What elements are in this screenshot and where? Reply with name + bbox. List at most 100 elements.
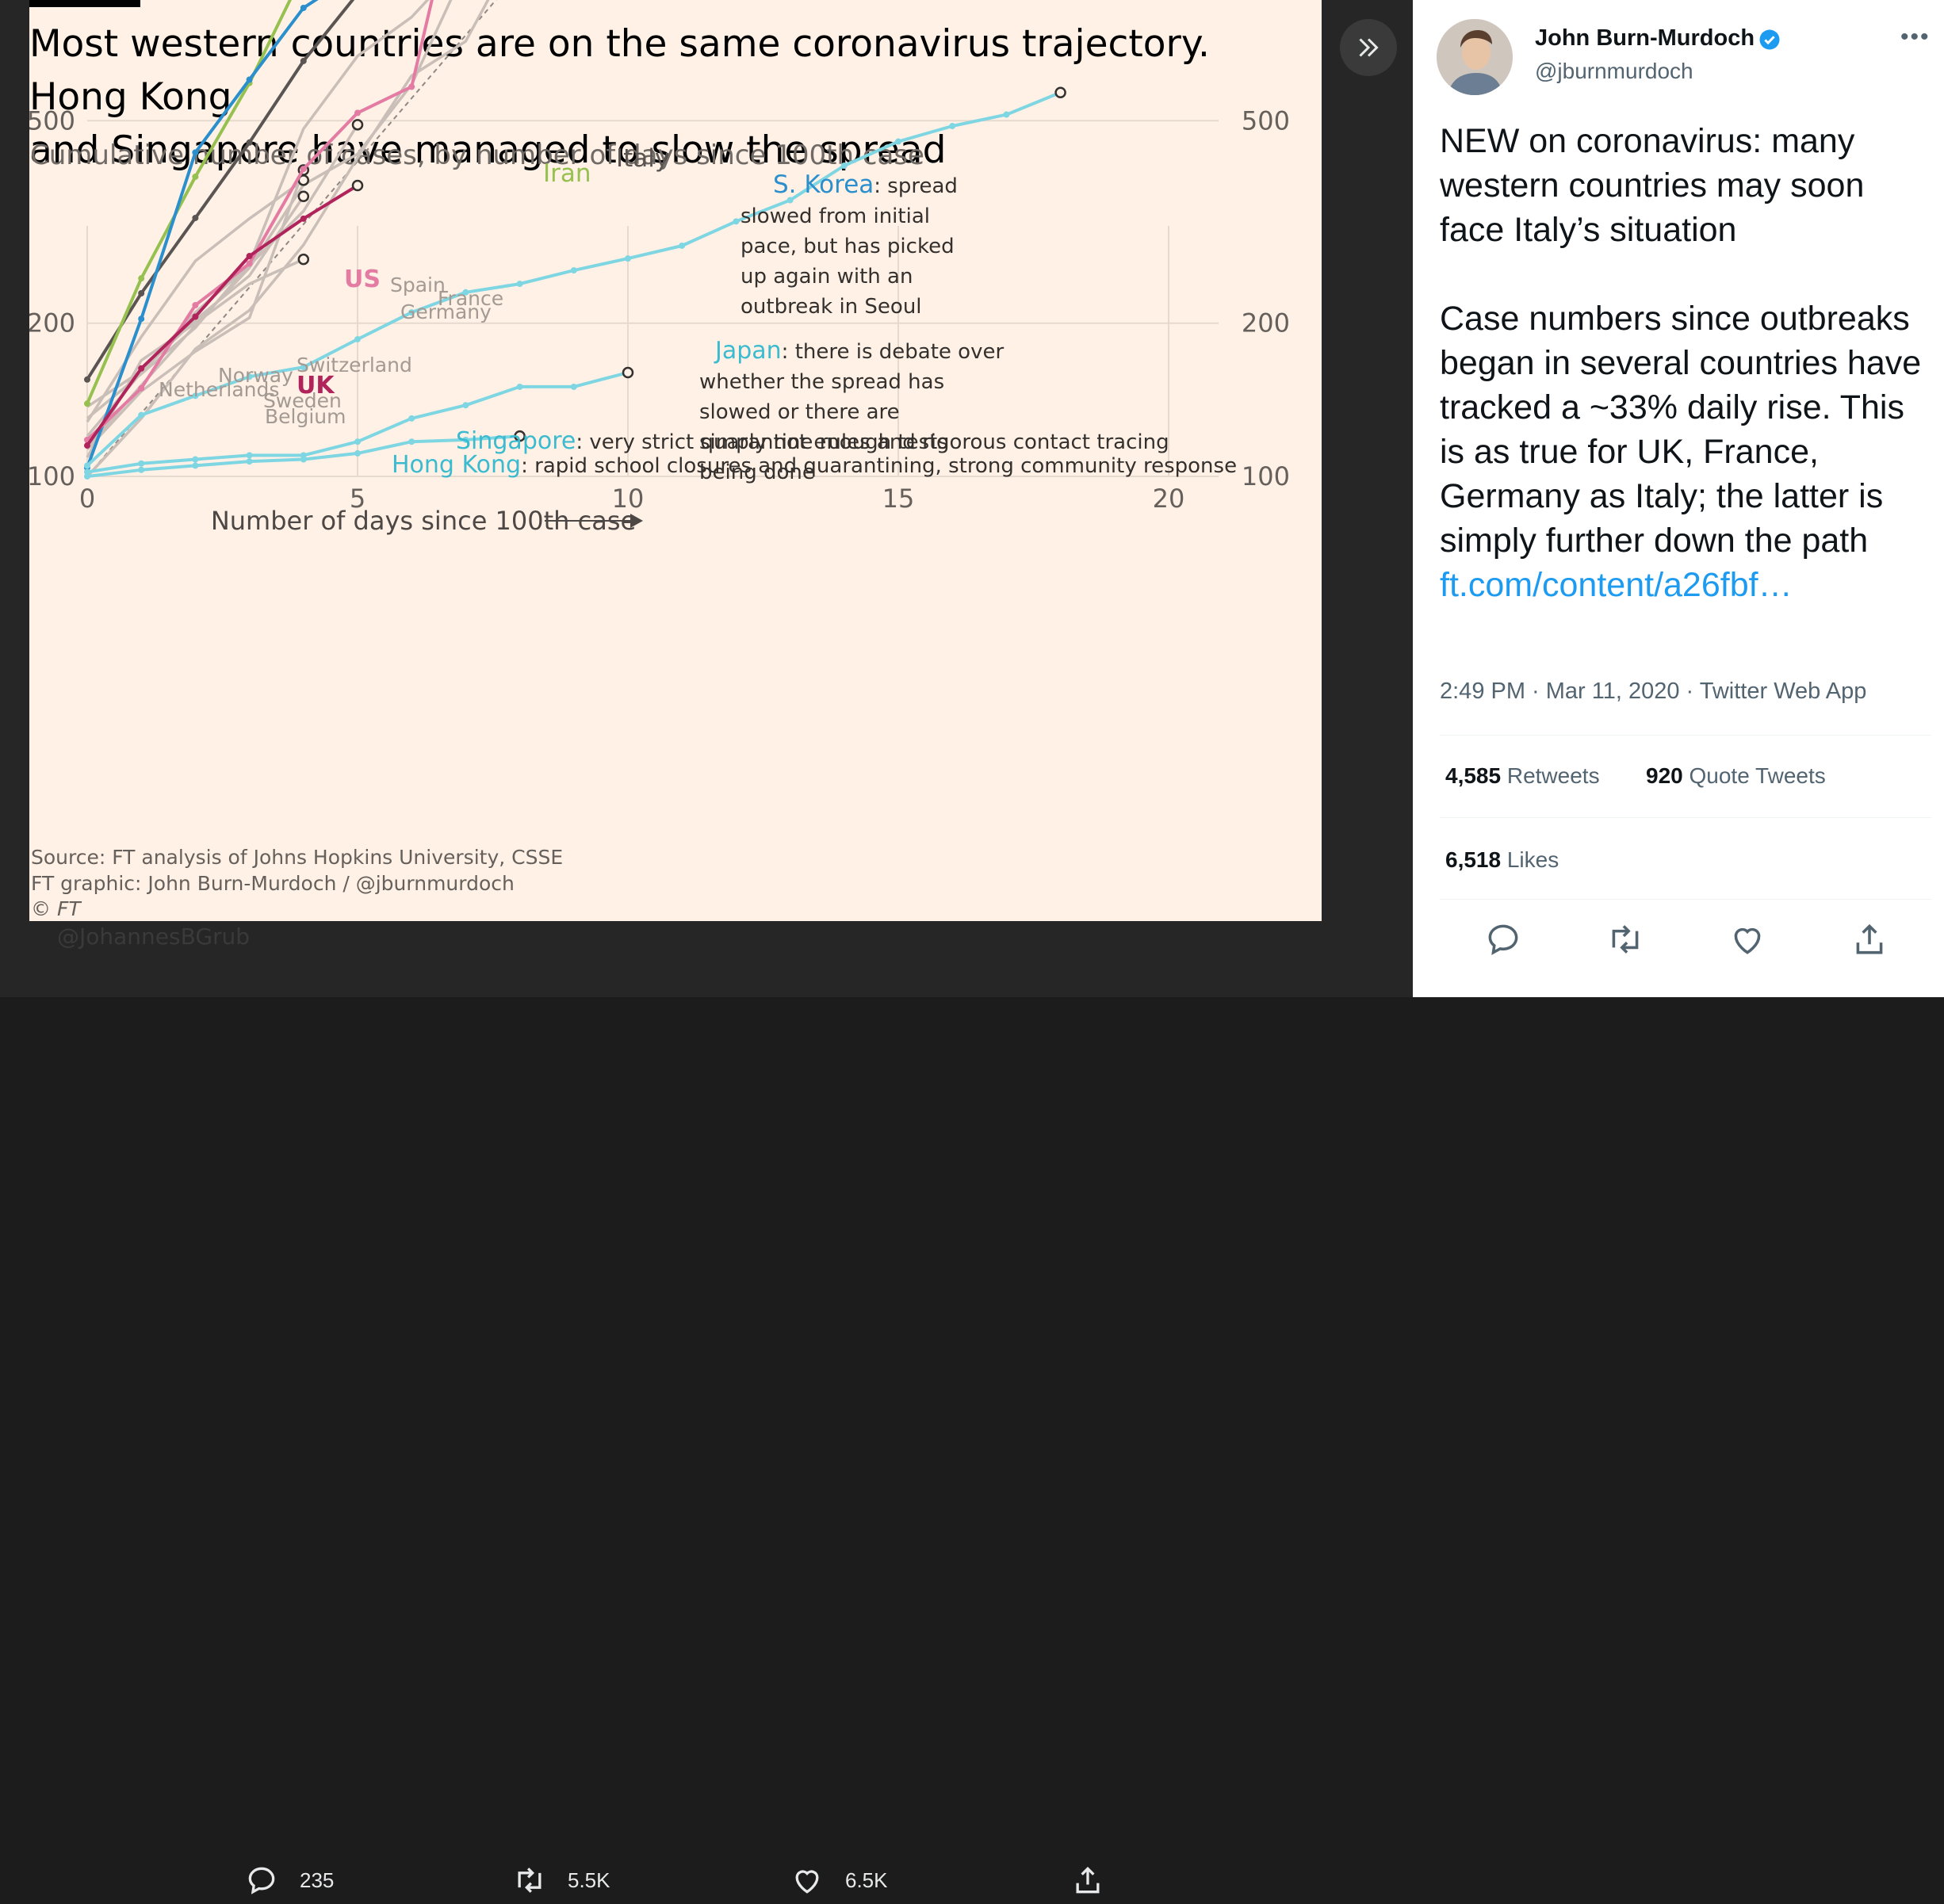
data-point xyxy=(300,215,307,222)
data-point xyxy=(192,173,199,180)
quote-tweets-stat[interactable]: 920 Quote Tweets xyxy=(1646,763,1826,789)
data-point xyxy=(84,442,90,449)
tweet-detail-panel: John Burn-Murdoch @jburnmurdoch ••• NEW … xyxy=(1413,0,1944,997)
series-end-marker xyxy=(297,253,310,266)
retweets-count: 4,585 xyxy=(1445,763,1502,788)
series-line-norway xyxy=(86,169,305,451)
data-point xyxy=(408,438,415,445)
data-point xyxy=(516,383,523,390)
data-point xyxy=(840,162,848,169)
data-point xyxy=(300,57,307,64)
like-action[interactable]: 6.5K xyxy=(790,1856,888,1904)
series-label-germany: Germany xyxy=(400,300,492,323)
series-label-belgium: Belgium xyxy=(265,405,346,428)
chart-image: Most western countries are on the same c… xyxy=(29,0,1322,921)
data-point xyxy=(192,149,199,156)
data-point xyxy=(949,123,956,130)
author-handle[interactable]: @jburnmurdoch xyxy=(1535,59,1693,83)
data-point xyxy=(138,460,145,467)
series-line-uk xyxy=(86,184,359,447)
data-point xyxy=(246,139,253,146)
chart-source: Source: FT analysis of Johns Hopkins Uni… xyxy=(31,846,564,869)
divider xyxy=(1440,899,1931,900)
data-point xyxy=(354,109,361,117)
series-line-sweden xyxy=(86,195,305,408)
data-point xyxy=(462,402,469,409)
double-chevron-right-icon xyxy=(1359,38,1379,57)
chart-title-line1: Most western countries are on the same c… xyxy=(29,22,1210,119)
share-icon xyxy=(1076,1866,1100,1894)
data-point xyxy=(138,275,145,282)
data-point xyxy=(679,242,686,249)
reply-action[interactable]: 235 xyxy=(244,1856,334,1904)
data-point xyxy=(354,335,361,342)
series-label-netherlands: Netherlands xyxy=(159,378,279,401)
backdrop-handle: @JohannesBGrub xyxy=(57,923,251,950)
series-end-marker xyxy=(514,430,526,442)
ft-top-bar xyxy=(29,0,140,7)
data-point xyxy=(462,289,469,296)
x-tick-label: 15 xyxy=(882,484,915,514)
series-end-marker xyxy=(1054,86,1066,98)
series-label-iran: Iran xyxy=(543,159,591,188)
chart-credit: FT graphic: John Burn-Murdoch / @jburnmu… xyxy=(31,872,515,895)
series-line-iran xyxy=(86,0,293,404)
x-tick-label: 0 xyxy=(79,484,95,514)
verified-badge-icon xyxy=(1759,29,1780,50)
data-point xyxy=(138,466,145,473)
y-tick-label-left: 100 xyxy=(29,461,75,491)
data-point xyxy=(192,456,199,463)
retweets-label: Retweets xyxy=(1506,763,1600,788)
expand-panel-button[interactable] xyxy=(1340,19,1397,76)
tweet-body: NEW on coronavirus: many western countri… xyxy=(1440,119,1931,607)
retweet-icon xyxy=(518,1868,541,1893)
author-name[interactable]: John Burn-Murdoch xyxy=(1535,25,1755,51)
share-action[interactable] xyxy=(1070,1856,1126,1904)
chart-title-line2: and Singapore have managed to slow the s… xyxy=(29,128,947,172)
avatar[interactable] xyxy=(1437,19,1513,95)
retweet-count: 5.5K xyxy=(568,1868,610,1892)
data-point xyxy=(138,315,145,323)
data-point xyxy=(84,473,90,480)
retweet-action[interactable]: 5.5K xyxy=(512,1856,610,1904)
heart-icon[interactable] xyxy=(1728,920,1767,959)
reply-icon[interactable] xyxy=(1483,920,1523,959)
x-tick-label: 5 xyxy=(350,484,365,514)
tweet-timestamp[interactable]: 2:49 PM · Mar 11, 2020 · Twitter Web App xyxy=(1440,679,1867,704)
likes-stat[interactable]: 6,518 Likes xyxy=(1445,847,1559,873)
series-label-sweden: Sweden xyxy=(263,389,342,412)
data-point xyxy=(192,313,199,320)
y-tick-label-right: 500 xyxy=(1242,105,1290,136)
series-end-marker xyxy=(297,190,310,203)
article-link[interactable]: ft.com/content/a26fbf… xyxy=(1440,566,1793,604)
share-icon[interactable] xyxy=(1850,920,1889,959)
x-tick-label: 20 xyxy=(1153,484,1185,514)
data-point xyxy=(300,166,307,173)
series-line-italy xyxy=(86,0,355,380)
data-point xyxy=(138,411,145,419)
chart-subtitle: Cumulative number of cases, by number of… xyxy=(30,140,924,171)
retweet-icon[interactable] xyxy=(1605,920,1645,959)
retweets-stat[interactable]: 4,585 Retweets xyxy=(1445,763,1600,789)
data-point xyxy=(408,415,415,422)
like-count: 6.5K xyxy=(845,1868,888,1892)
avatar-portrait-icon xyxy=(1437,19,1513,95)
x-axis-arrow-head xyxy=(630,514,643,528)
likes-label: Likes xyxy=(1506,847,1559,872)
tweet-paragraph-1: NEW on coronavirus: many western countri… xyxy=(1440,122,1865,249)
data-point xyxy=(246,253,253,260)
data-point xyxy=(246,458,253,465)
series-label-japan: Japan: there is debate over xyxy=(714,337,1004,365)
more-options-icon[interactable]: ••• xyxy=(1900,24,1931,50)
y-tick-label-right: 100 xyxy=(1242,461,1290,491)
data-point xyxy=(192,301,199,308)
data-point xyxy=(246,76,253,83)
data-point xyxy=(408,309,415,316)
series-label-singapore: Singapore: very strict quarantine rules … xyxy=(456,427,1169,455)
reference-line-33pct xyxy=(86,0,497,477)
series-line-s-korea xyxy=(86,0,319,468)
series-end-marker xyxy=(622,366,634,379)
quotes-label: Quote Tweets xyxy=(1689,763,1826,788)
series-annotation: : there is debate over xyxy=(782,340,1005,364)
series-label-norway: Norway xyxy=(218,364,293,387)
